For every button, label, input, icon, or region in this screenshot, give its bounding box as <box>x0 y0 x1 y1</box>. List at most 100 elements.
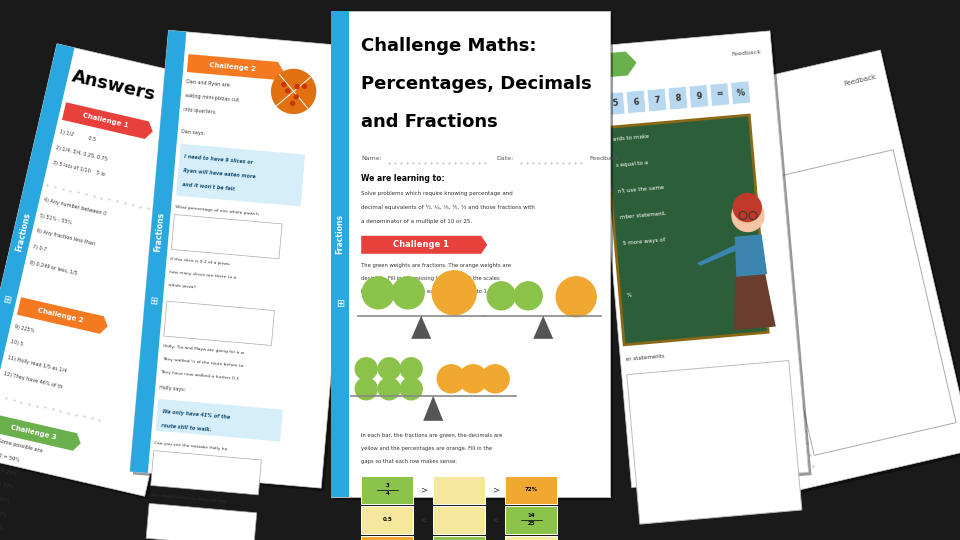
Text: 5 more ways of: 5 more ways of <box>622 238 665 246</box>
Polygon shape <box>411 316 431 339</box>
Text: 1) 1/2          0.5: 1) 1/2 0.5 <box>59 129 96 143</box>
Text: I need to have 9 slices or: I need to have 9 slices or <box>184 154 253 165</box>
Circle shape <box>378 378 400 400</box>
Polygon shape <box>596 34 811 490</box>
Text: decimal equivalents of ½, ¼, ⅕, ⅘, ⅔ and those fractions with: decimal equivalents of ½, ¼, ⅕, ⅘, ⅔ and… <box>361 205 535 211</box>
Text: <: < <box>420 515 426 524</box>
Circle shape <box>515 282 542 310</box>
Polygon shape <box>0 414 81 451</box>
Text: Percentages, Decimals: Percentages, Decimals <box>361 75 592 93</box>
Polygon shape <box>361 236 487 254</box>
Text: 9) 225%: 9) 225% <box>13 324 35 333</box>
Polygon shape <box>505 536 557 540</box>
Circle shape <box>355 358 377 380</box>
Circle shape <box>378 358 400 380</box>
Polygon shape <box>731 81 751 104</box>
Text: 8: 8 <box>675 93 682 103</box>
Polygon shape <box>697 245 739 266</box>
Text: In each bar, the fractions are green, the decimals are: In each bar, the fractions are green, th… <box>361 433 503 438</box>
Polygon shape <box>0 44 239 496</box>
Text: Challenge Maths:: Challenge Maths: <box>361 37 537 55</box>
Circle shape <box>286 89 290 93</box>
Polygon shape <box>164 301 275 346</box>
Text: n't use the same: n't use the same <box>617 185 664 194</box>
Text: Dan and Ryan are: Dan and Ryan are <box>186 79 229 89</box>
Text: how many slices are there to a: how many slices are there to a <box>169 271 236 280</box>
Polygon shape <box>752 150 956 455</box>
Polygon shape <box>172 214 282 259</box>
Text: er statements: er statements <box>625 354 664 362</box>
Polygon shape <box>505 476 557 504</box>
Text: 9: 9 <box>696 92 702 101</box>
Polygon shape <box>334 14 612 500</box>
Text: Challenge 1: Challenge 1 <box>82 112 129 129</box>
Polygon shape <box>130 30 360 488</box>
Text: Fractions: Fractions <box>336 214 345 254</box>
Polygon shape <box>361 506 413 534</box>
Text: 2) 1/4, 3/4, 0.25, 0.75: 2) 1/4, 3/4, 0.25, 0.75 <box>55 145 108 161</box>
Polygon shape <box>533 316 553 339</box>
Text: <: < <box>492 515 498 524</box>
Text: 6) Any fraction less than: 6) Any fraction less than <box>36 228 95 247</box>
Text: Date:: Date: <box>496 156 514 161</box>
Text: 1/2 = 50%: 1/2 = 50% <box>0 450 20 462</box>
Text: 5) 51% - 55%: 5) 51% - 55% <box>39 213 73 225</box>
Text: Challenge 2: Challenge 2 <box>209 62 256 72</box>
Polygon shape <box>689 85 708 108</box>
Text: 2/4 = 50%: 2/4 = 50% <box>0 477 13 490</box>
Text: balance. The weights on each scale add up to 1.: balance. The weights on each scale add u… <box>361 289 489 294</box>
Circle shape <box>282 83 286 86</box>
Text: Feedback: Feedback <box>843 74 876 87</box>
Text: 72%: 72% <box>524 487 538 492</box>
Text: gaps so that each row makes sense.: gaps so that each row makes sense. <box>361 460 457 464</box>
Text: 3) 5 lots of 1/10    5 lo: 3) 5 lots of 1/10 5 lo <box>52 160 105 177</box>
Circle shape <box>733 193 761 221</box>
Polygon shape <box>361 476 413 504</box>
Polygon shape <box>331 11 349 497</box>
Polygon shape <box>708 50 960 490</box>
Text: a denominator of a multiple of 10 or 25.: a denominator of a multiple of 10 or 25. <box>361 219 472 224</box>
Text: 3: 3 <box>385 483 389 488</box>
Polygon shape <box>733 272 776 330</box>
Text: We only have 41% of the: We only have 41% of the <box>162 409 230 420</box>
Text: s equal to a: s equal to a <box>615 160 648 168</box>
Text: Fractions: Fractions <box>154 211 166 252</box>
Polygon shape <box>668 86 687 110</box>
Polygon shape <box>605 92 625 116</box>
Polygon shape <box>132 33 363 491</box>
Text: 6: 6 <box>633 97 639 106</box>
Text: =: = <box>716 90 724 99</box>
Text: 25: 25 <box>527 521 535 526</box>
Circle shape <box>732 199 764 232</box>
Text: 10) 5: 10) 5 <box>11 340 24 347</box>
Polygon shape <box>593 31 808 488</box>
Text: Solve problems which require knowing percentage and: Solve problems which require knowing per… <box>361 191 513 197</box>
Text: ards to make: ards to make <box>613 134 650 143</box>
Circle shape <box>272 70 316 113</box>
Text: Name:: Name: <box>361 156 382 161</box>
Polygon shape <box>627 361 802 524</box>
Polygon shape <box>62 102 153 139</box>
Polygon shape <box>17 297 108 334</box>
Text: 1/4 = 25%: 1/4 = 25% <box>0 463 16 476</box>
Polygon shape <box>433 476 485 504</box>
Polygon shape <box>433 536 485 540</box>
Text: Holly says:: Holly says: <box>159 386 185 393</box>
Text: Feedback: Feedback <box>589 156 619 161</box>
Circle shape <box>302 84 306 89</box>
Polygon shape <box>734 234 767 277</box>
Circle shape <box>437 365 466 393</box>
Text: We are learning to:: We are learning to: <box>361 174 444 183</box>
Polygon shape <box>146 503 256 540</box>
Polygon shape <box>605 115 768 345</box>
Text: If this slice is 0.2 of a pizza,: If this slice is 0.2 of a pizza, <box>170 258 230 267</box>
Text: whole pizza?: whole pizza? <box>168 284 196 289</box>
Circle shape <box>362 277 395 309</box>
Circle shape <box>355 378 377 400</box>
Text: Holly, Tia and Maya are going for a w: Holly, Tia and Maya are going for a w <box>163 344 244 355</box>
Text: 3/5 = 60%: 3/5 = 60% <box>0 518 4 531</box>
Polygon shape <box>423 396 444 421</box>
Text: 7: 7 <box>654 95 660 105</box>
Circle shape <box>291 102 295 105</box>
Text: They walked ⅓ of the route before ta: They walked ⅓ of the route before ta <box>161 357 243 368</box>
